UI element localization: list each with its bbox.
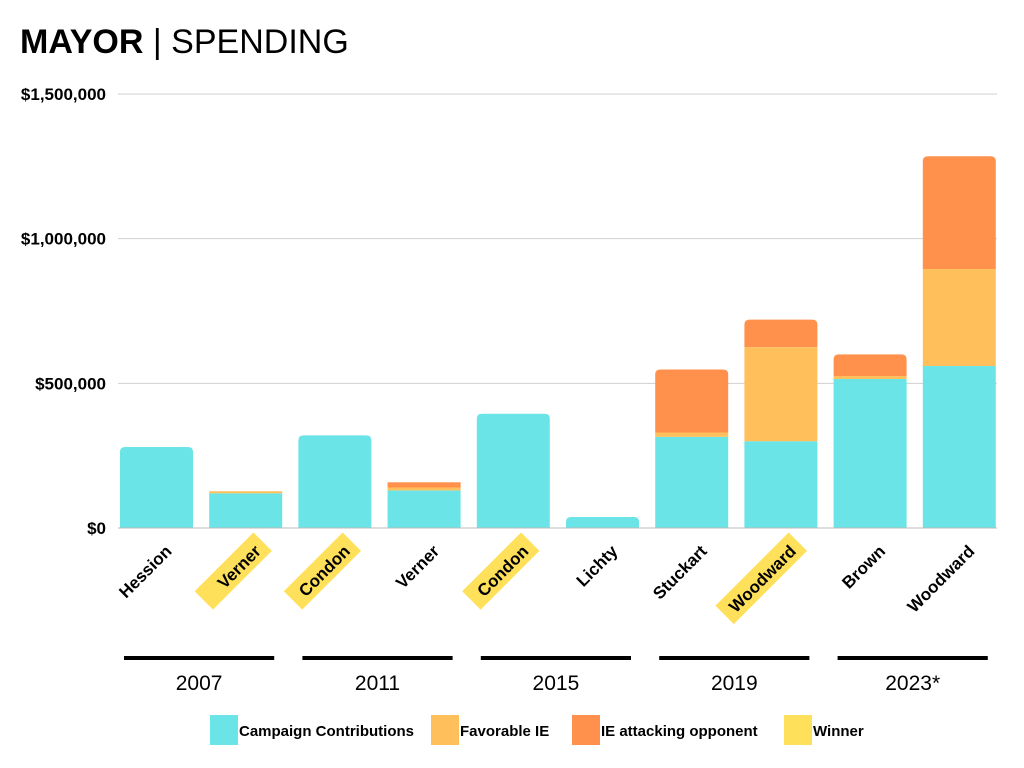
bar-campaign <box>922 365 996 528</box>
x-label-group: Condon <box>283 532 362 610</box>
bar-stack <box>922 156 996 528</box>
x-label-group: Verner <box>392 541 443 592</box>
winner-highlight <box>462 532 540 610</box>
title-rest: SPENDING <box>171 23 349 61</box>
bar-campaign <box>744 441 818 528</box>
x-label-group: Lichty <box>573 541 622 590</box>
x-label-group: Hession <box>115 542 175 602</box>
year-groups: 2007 2011 2015 2019 2023* <box>124 656 988 695</box>
bar-favorable <box>744 347 818 442</box>
bar-stack <box>387 482 461 528</box>
bar-favorable <box>833 376 907 379</box>
bar-favorable <box>209 491 283 494</box>
legend: Campaign Contributions Favorable IE IE att… <box>210 715 864 745</box>
x-tick-label: Hession <box>115 542 175 602</box>
x-tick-label: Verner <box>392 541 443 592</box>
x-tick-label: Condon <box>474 542 533 601</box>
bar-favorable <box>655 432 729 437</box>
bar-stack <box>655 369 729 528</box>
bar-campaign <box>387 490 461 528</box>
bar-campaign <box>209 493 283 528</box>
legend-label: Campaign Contributions <box>239 723 414 740</box>
title-bold: MAYOR <box>20 23 144 61</box>
bar-stack <box>744 319 818 528</box>
x-axis-labels: Hession Verner Condon Verner Condon Lichty Stu… <box>115 532 979 625</box>
bar-stack <box>120 446 193 528</box>
year-label: 2015 <box>533 672 580 695</box>
bar-attacking <box>744 319 818 348</box>
bar-favorable <box>922 269 996 366</box>
bars <box>118 156 997 529</box>
y-tick-label: $500,000 <box>35 374 106 393</box>
bar-attacking <box>922 156 996 270</box>
bar-stack <box>209 491 283 528</box>
bar-campaign <box>566 517 639 528</box>
bar-stack <box>833 354 907 528</box>
y-tick-label: $1,000,000 <box>21 230 106 249</box>
bar-campaign <box>298 435 372 528</box>
legend-label: Favorable IE <box>460 723 549 740</box>
title-separator: | <box>143 23 172 61</box>
x-label-group: Brown <box>838 542 889 593</box>
legend-swatch-favorable <box>431 715 459 745</box>
year-label: 2023* <box>885 672 940 695</box>
legend-swatch-attacking <box>572 715 600 745</box>
x-label-group: Verner <box>194 532 272 610</box>
x-tick-label: Woodward <box>725 542 800 617</box>
bar-attacking <box>387 482 461 488</box>
y-tick-label: $0 <box>87 519 106 538</box>
x-tick-label: Stuckart <box>649 541 711 603</box>
legend-swatch-winner <box>784 715 812 745</box>
legend-swatch-campaign <box>210 715 238 745</box>
year-label: 2011 <box>355 672 400 695</box>
year-label: 2019 <box>711 672 758 695</box>
bar-stack <box>566 517 639 528</box>
x-label-group: Woodward <box>715 532 808 625</box>
x-label-group: Woodward <box>904 542 979 617</box>
x-tick-label: Brown <box>838 542 889 593</box>
bar-stack <box>298 435 372 528</box>
bar-campaign <box>655 436 729 528</box>
chart-title: MAYOR | SPENDING <box>20 22 349 62</box>
bar-campaign <box>476 413 550 528</box>
bar-favorable <box>387 487 461 491</box>
legend-label: IE attacking opponent <box>601 723 758 740</box>
x-tick-label: Condon <box>295 542 354 601</box>
y-tick-label: $1,500,000 <box>21 85 106 104</box>
winner-highlight <box>283 532 362 610</box>
bar-campaign <box>120 446 193 528</box>
bar-attacking <box>833 354 907 377</box>
y-axis: $0 $500,000 $1,000,000 $1,500,000 <box>21 85 106 538</box>
legend-label: Winner <box>813 723 864 740</box>
x-tick-label: Lichty <box>573 541 622 590</box>
winner-highlight <box>715 532 808 625</box>
bar-attacking <box>655 369 729 433</box>
bar-campaign <box>833 378 907 528</box>
year-label: 2007 <box>176 672 223 695</box>
winner-highlight <box>194 532 272 610</box>
x-label-group: Stuckart <box>649 541 711 603</box>
bar-stack <box>476 413 550 528</box>
x-label-group: Condon <box>462 532 540 610</box>
x-tick-label: Woodward <box>904 542 979 617</box>
